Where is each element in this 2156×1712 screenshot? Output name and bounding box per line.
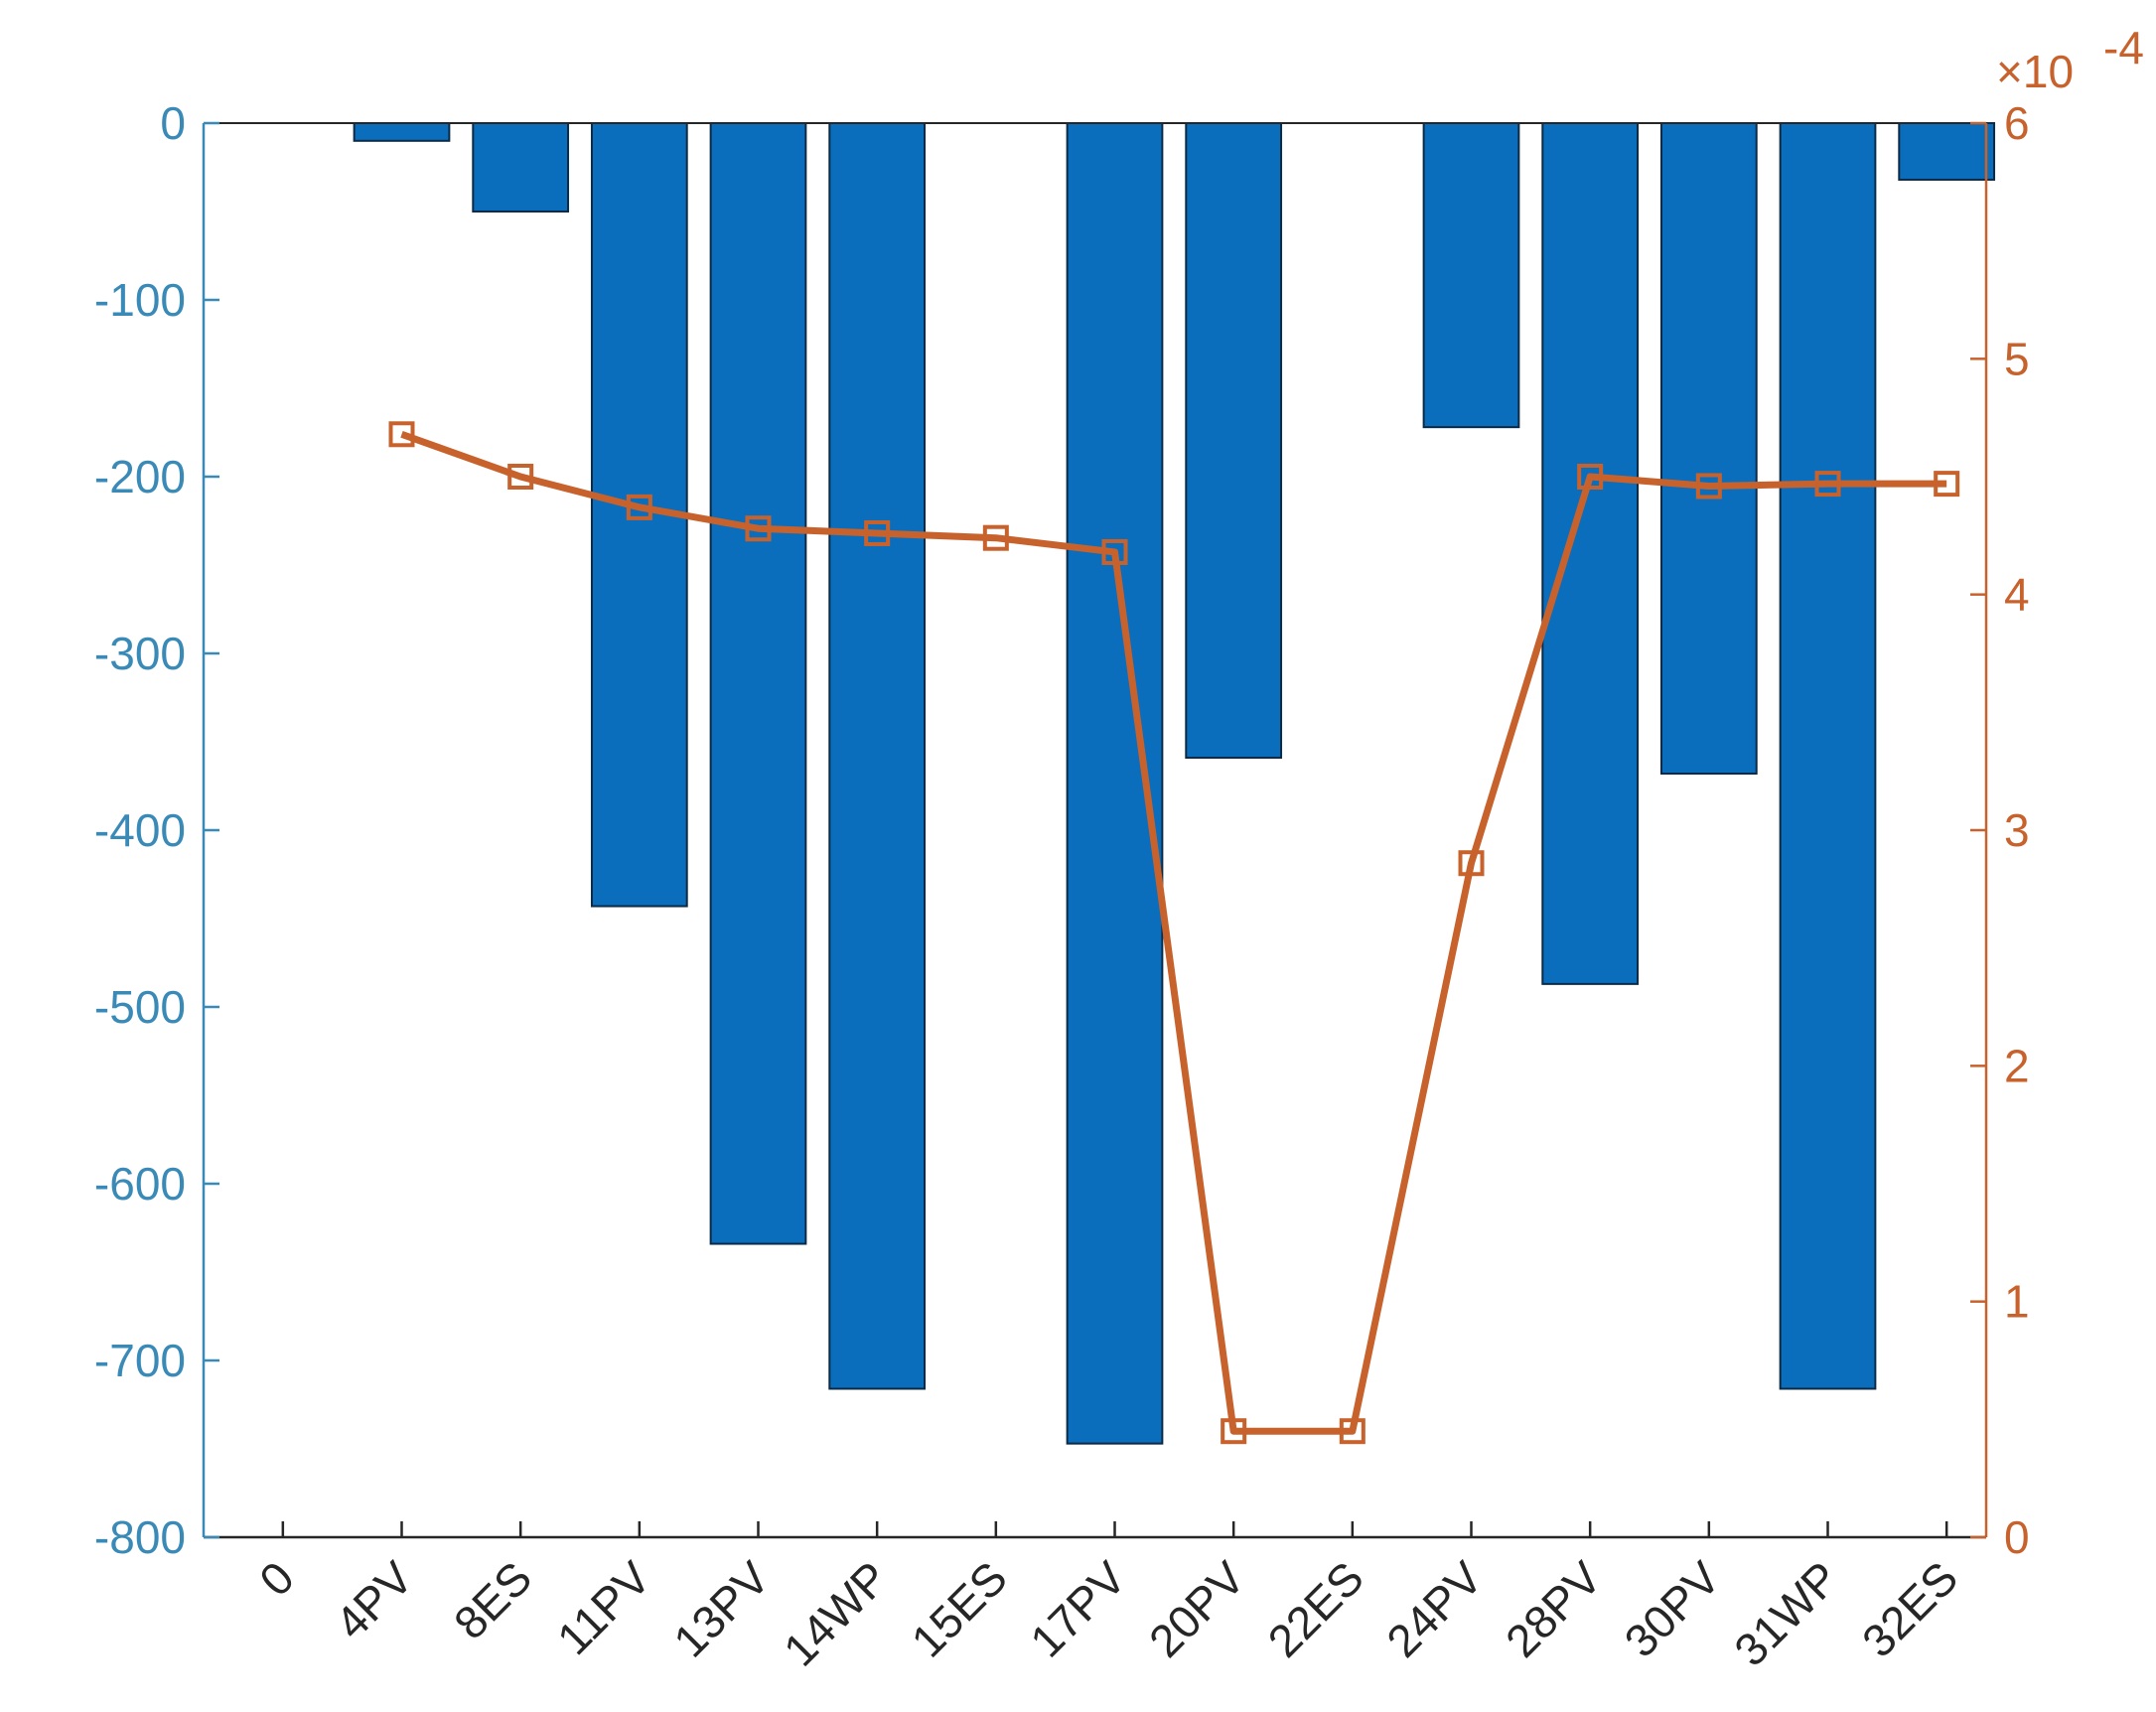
right-tick-label: 5	[2004, 333, 2030, 384]
x-tick-label-4PV: 4PV	[325, 1551, 422, 1648]
bar-8ES	[472, 122, 570, 213]
x-tick-label-31WP: 31WP	[1724, 1551, 1848, 1675]
bar-series	[353, 122, 1996, 1445]
right-tick-label: 1	[2004, 1276, 2030, 1328]
left-tick-label: 0	[160, 97, 186, 149]
right-axis-exponent-power: -4	[2103, 22, 2144, 73]
left-tick-label: -300	[94, 628, 186, 679]
x-tick-label-11PV: 11PV	[547, 1551, 660, 1664]
bar-30PV	[1659, 122, 1758, 776]
left-tick-label: -400	[94, 804, 186, 856]
line-series	[388, 421, 1960, 1445]
x-tick-label-30PV: 30PV	[1615, 1551, 1731, 1667]
x-tick-label-17PV: 17PV	[1020, 1551, 1136, 1667]
bar-32ES	[1898, 122, 1996, 181]
line-marker-14WP	[864, 519, 891, 546]
line-marker-11PV	[626, 494, 652, 520]
left-tick-label: -700	[94, 1335, 186, 1386]
line-marker-31WP	[1814, 471, 1841, 498]
bar-13PV	[709, 122, 807, 1245]
x-tick-label-24PV: 24PV	[1376, 1551, 1493, 1667]
line-marker-20PV	[1221, 1418, 1247, 1445]
x-tick-label-28PV: 28PV	[1496, 1551, 1612, 1667]
right-tick-label: 4	[2004, 569, 2030, 621]
x-tick-label-13PV: 13PV	[663, 1551, 780, 1667]
x-tick-label-8ES: 8ES	[444, 1551, 541, 1648]
bar-24PV	[1422, 122, 1520, 429]
line-marker-17PV	[1101, 538, 1128, 565]
left-tick-label: -800	[94, 1511, 186, 1563]
line-marker-28PV	[1577, 464, 1604, 490]
right-tick-label: 3	[2004, 804, 2030, 856]
right-axis-exponent: ×10	[1996, 46, 2074, 97]
x-tick-label-32ES: 32ES	[1852, 1551, 1967, 1666]
bar-20PV	[1185, 122, 1283, 760]
x-tick-label-20PV: 20PV	[1139, 1551, 1255, 1667]
right-tick-label: 0	[2004, 1511, 2030, 1563]
line-marker-32ES	[1934, 471, 1960, 498]
line-marker-4PV	[388, 421, 415, 448]
line-marker-8ES	[507, 464, 534, 490]
left-tick-label: -500	[94, 981, 186, 1033]
right-tick-label: 2	[2004, 1040, 2030, 1091]
right-tick-label: 6	[2004, 97, 2030, 149]
x-tick-label-22ES: 22ES	[1258, 1551, 1373, 1666]
line-marker-24PV	[1458, 850, 1485, 877]
left-tick-label: -100	[94, 274, 186, 326]
line-marker-30PV	[1695, 473, 1722, 499]
bar-14WP	[828, 122, 927, 1390]
x-tick-label-0: 0	[249, 1551, 304, 1606]
left-tick-label: -200	[94, 451, 186, 502]
line-marker-13PV	[745, 515, 772, 542]
line-marker-15ES	[982, 524, 1009, 551]
line-marker-22ES	[1339, 1418, 1365, 1445]
line-path	[400, 430, 1947, 1435]
x-tick-label-15ES: 15ES	[902, 1551, 1017, 1666]
left-tick-label: -600	[94, 1158, 186, 1210]
bar-28PV	[1541, 122, 1640, 985]
x-tick-label-14WP: 14WP	[774, 1551, 898, 1675]
bar-4PV	[353, 122, 451, 142]
axes	[202, 121, 1988, 1539]
bar-31WP	[1779, 122, 1877, 1390]
